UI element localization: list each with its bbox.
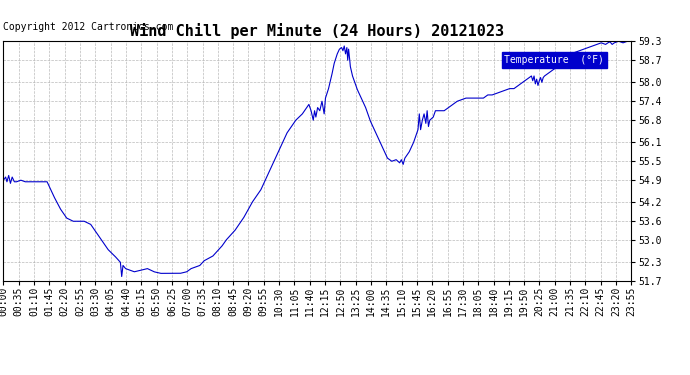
Text: Temperature  (°F): Temperature (°F) (504, 55, 604, 65)
Text: Copyright 2012 Cartronics.com: Copyright 2012 Cartronics.com (3, 22, 174, 32)
Title: Wind Chill per Minute (24 Hours) 20121023: Wind Chill per Minute (24 Hours) 2012102… (130, 23, 504, 39)
